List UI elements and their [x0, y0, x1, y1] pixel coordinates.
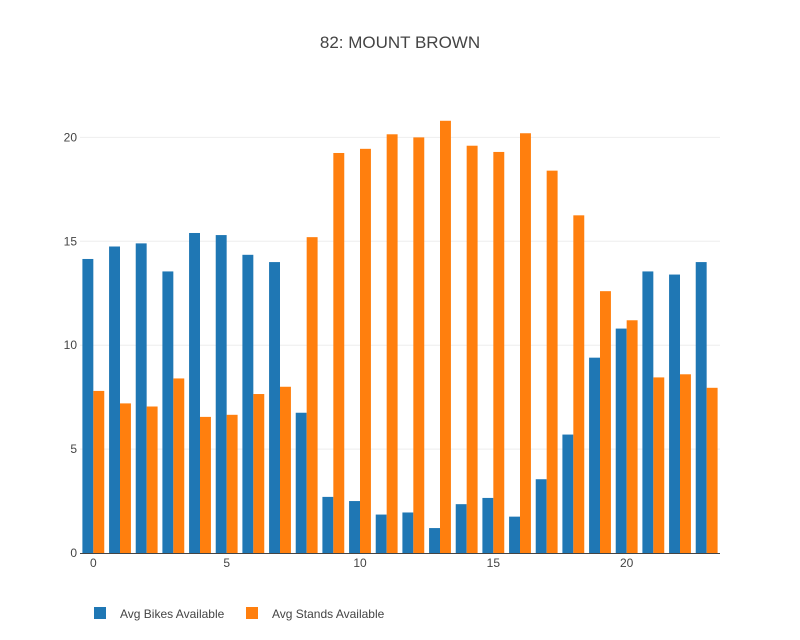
- x-tick-label: 10: [353, 556, 367, 570]
- y-tick-label: 15: [64, 234, 78, 248]
- bars-layer: 14.15 14.75 14.9 13.55 15.4 15.3 14.35 14 6.75 2.…: [82, 120, 718, 554]
- bar-stands: 11.2: [626, 320, 638, 553]
- bar-bikes: 1.75: [509, 516, 520, 553]
- bar-bikes: 14.75: [109, 246, 120, 553]
- legend-item: Avg Stands Available: [246, 607, 385, 621]
- bar-bikes: 14.9: [135, 243, 147, 553]
- bar-stands: 7.05: [146, 406, 158, 553]
- bar-bikes: 14: [269, 262, 280, 553]
- bar-stands: 7.8: [93, 390, 105, 553]
- bar-bikes: 3.55: [535, 479, 547, 553]
- bar-stands: 12.6: [600, 291, 611, 553]
- y-tick-label: 20: [64, 130, 78, 144]
- y-tick-label: 10: [64, 338, 78, 352]
- bar-bikes: 1.85: [375, 514, 387, 553]
- bar-bikes: 14.35: [242, 254, 254, 553]
- bar-bikes: 15.4: [189, 232, 200, 554]
- bar-stands: 20.2: [520, 133, 531, 553]
- bar-bikes: 2.65: [482, 497, 494, 553]
- bar-bikes: 2.35: [455, 504, 467, 553]
- bar-bikes: 14.15: [82, 258, 94, 553]
- legend-label: Avg Bikes Available: [120, 607, 225, 621]
- bar-stands: 7.95: [706, 387, 718, 553]
- chart-title: 82: MOUNT BROWN: [319, 33, 481, 52]
- bar-stands: 20: [413, 137, 425, 553]
- legend-label: Avg Stands Available: [272, 607, 385, 621]
- bar-bikes: 13.55: [642, 271, 654, 553]
- bar-bikes: 1.95: [402, 512, 414, 553]
- bar-stands: 18.4: [546, 170, 558, 553]
- y-tick-label: 0: [70, 546, 77, 560]
- bar-bikes: 14: [695, 262, 707, 553]
- bar-stands: 16.25: [573, 215, 585, 553]
- bar-stands: 8.4: [173, 378, 185, 553]
- bar-stands: 15.2: [306, 237, 318, 553]
- legend-swatch: [94, 607, 106, 619]
- bar-stands: 7.65: [253, 394, 265, 553]
- bar-bikes: 13.55: [162, 271, 174, 553]
- bar-bikes: 13.4: [669, 274, 680, 553]
- legend-item: Avg Bikes Available: [94, 607, 225, 621]
- bar-bikes: 6.75: [295, 412, 307, 553]
- axes-layer: 0 5 10 15 20 0 5 10 15 20: [64, 130, 720, 570]
- bar-bikes: 5.7: [562, 434, 574, 553]
- bar-bikes: 9.4: [589, 357, 600, 553]
- x-tick-label: 0: [90, 556, 97, 570]
- bar-bikes: 1.2: [429, 528, 440, 553]
- bar-stands: 19.45: [360, 148, 371, 553]
- legend: Avg Bikes Available Avg Stands Available: [94, 607, 385, 621]
- bar-bikes: 10.8: [615, 328, 627, 553]
- x-tick-label: 15: [487, 556, 501, 570]
- bar-stands: 8.45: [653, 377, 665, 553]
- bar-stands: 19.25: [333, 152, 345, 554]
- legend-swatch: [246, 607, 258, 619]
- bar-stands: 6.55: [200, 416, 211, 553]
- bar-bikes: 15.3: [215, 235, 227, 553]
- bar-stands: 19.6: [466, 145, 478, 553]
- x-tick-label: 20: [620, 556, 634, 570]
- bar-stands: 8.6: [680, 374, 691, 553]
- grid-layer: [80, 136, 720, 450]
- bar-bikes: 2.5: [349, 501, 360, 553]
- bar-stands: 19.3: [493, 151, 505, 553]
- bar-stands: 20.15: [386, 134, 398, 554]
- bar-stands: 7.2: [120, 403, 131, 553]
- bar-stands: 6.65: [226, 414, 238, 553]
- bar-bikes: 2.7: [322, 496, 334, 553]
- y-tick-label: 5: [70, 442, 77, 456]
- bar-stands: 20.8: [440, 120, 451, 553]
- bar-stands: 8: [280, 386, 291, 553]
- x-tick-label: 5: [223, 556, 230, 570]
